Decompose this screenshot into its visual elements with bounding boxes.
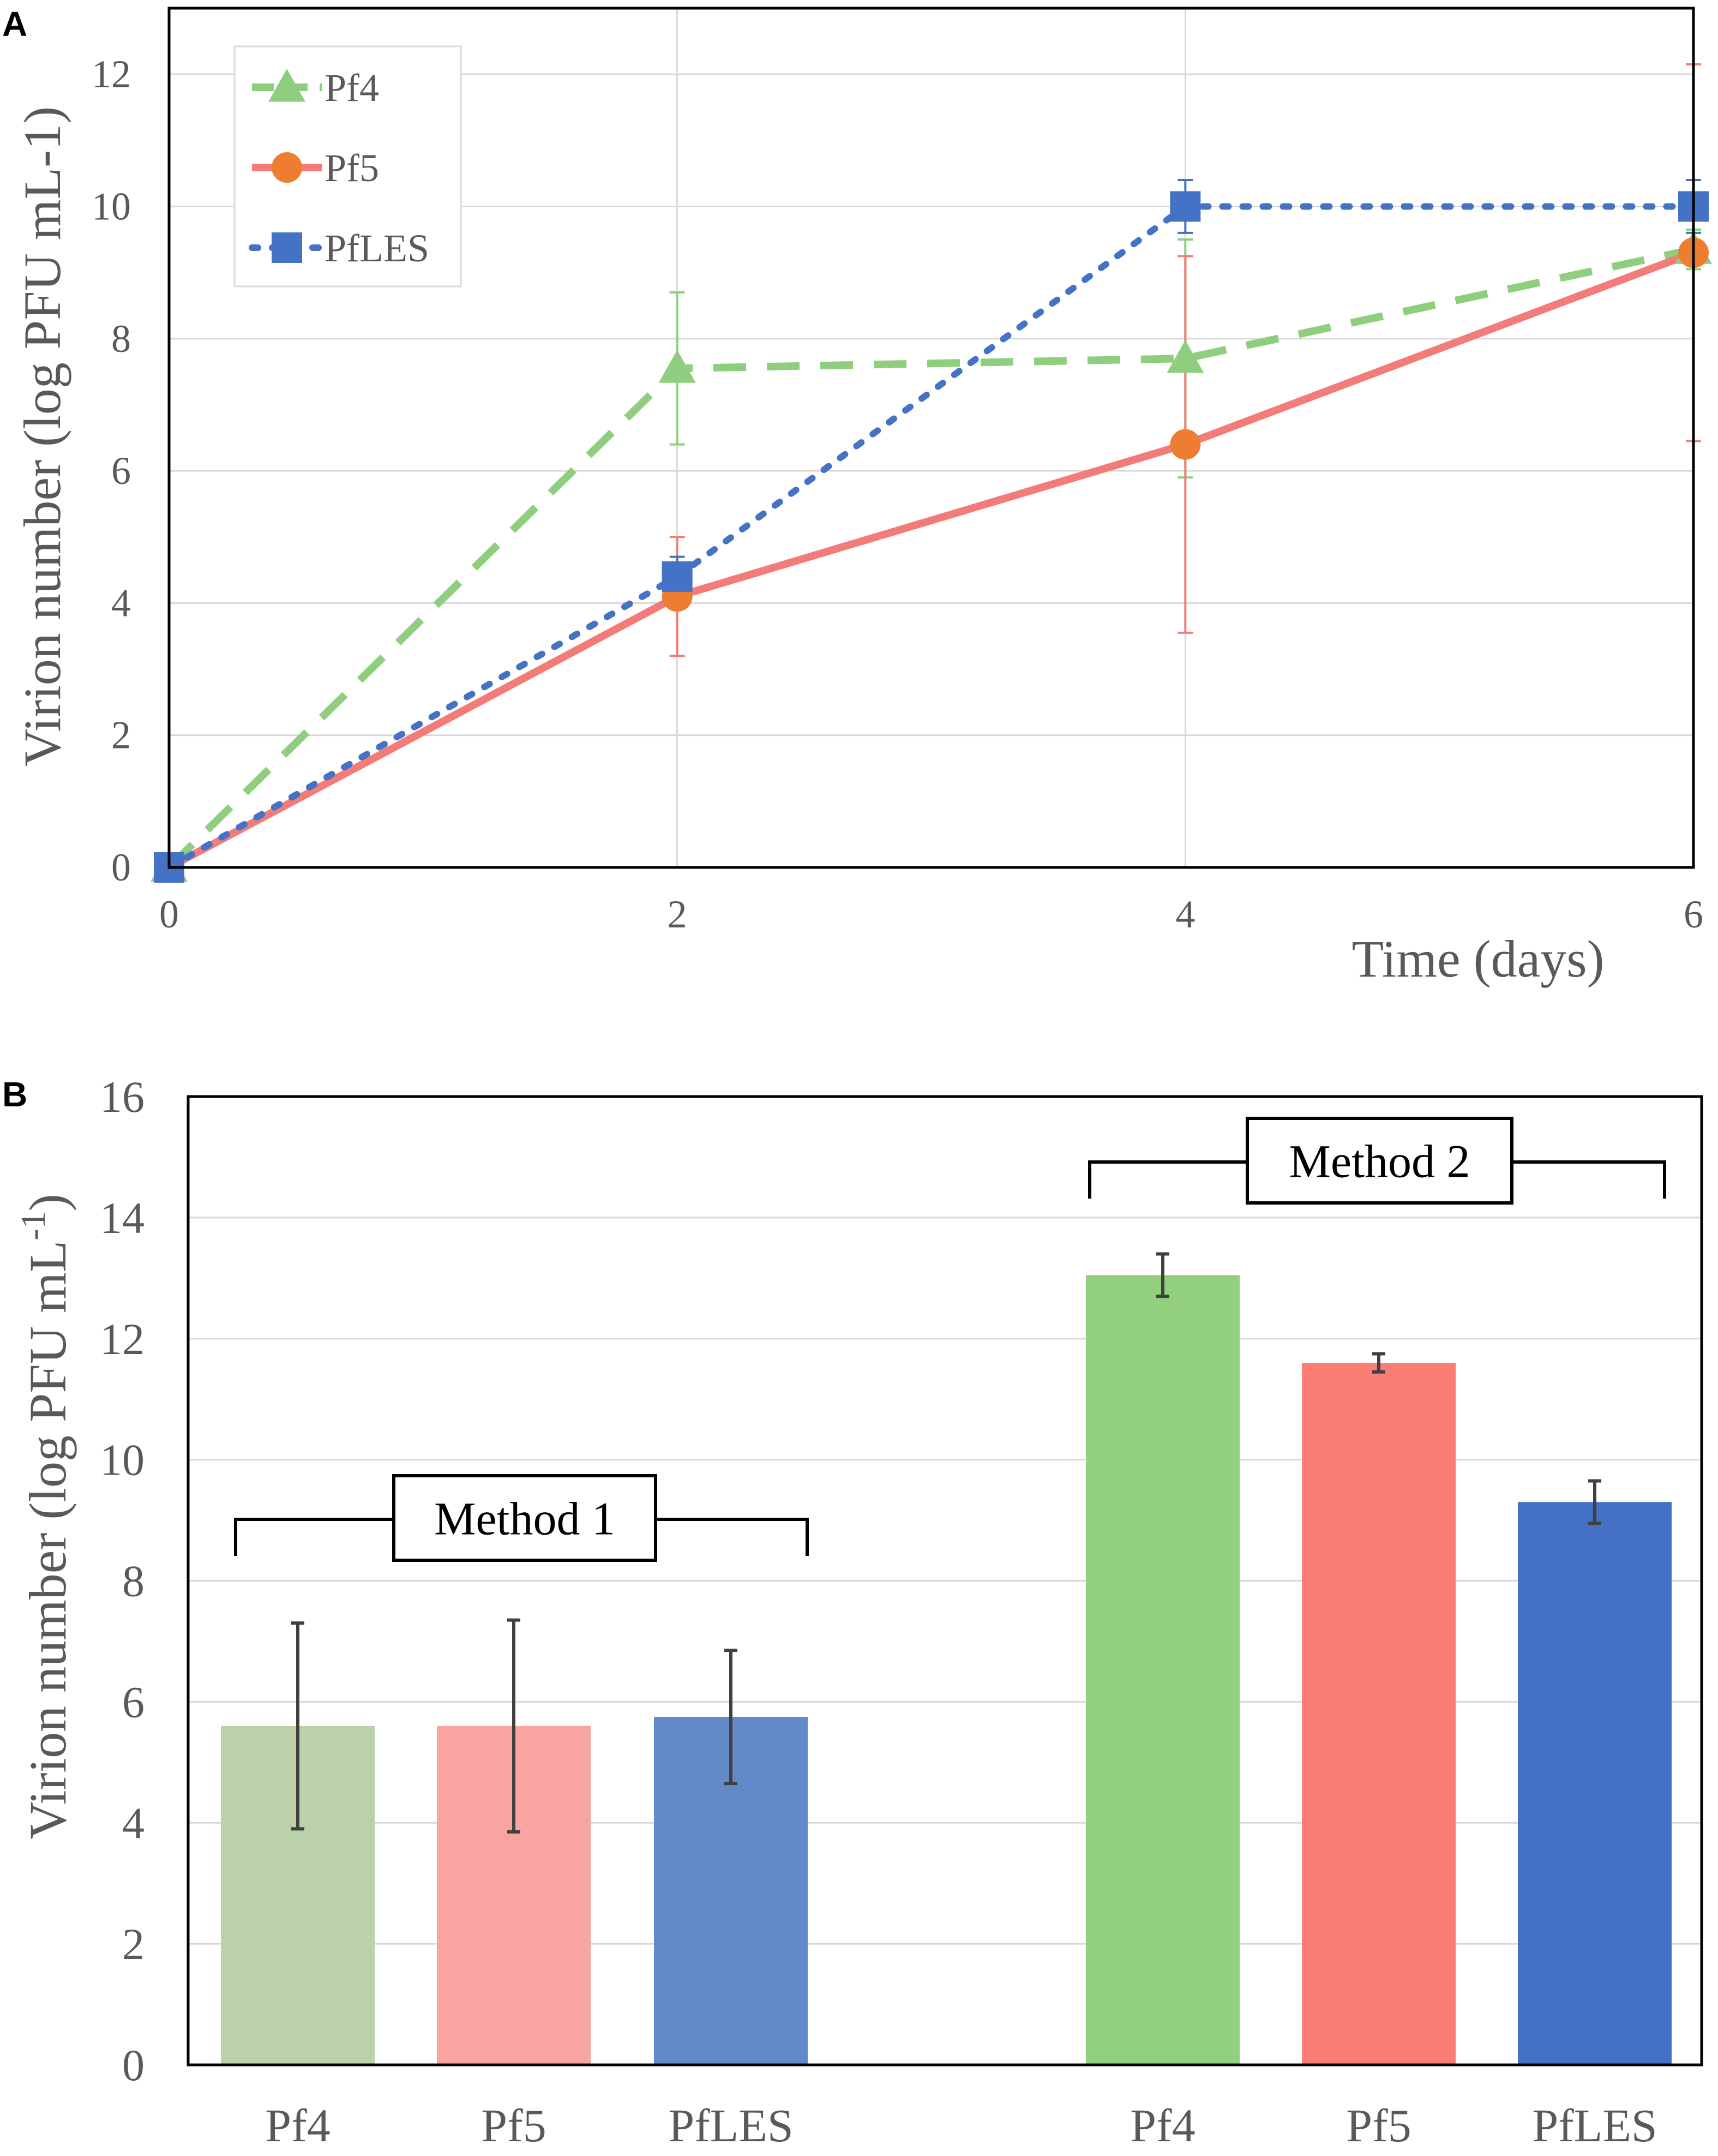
a-plot-frame: [167, 7, 1695, 869]
a-x-tick-label: 0: [159, 893, 179, 936]
b-y-tick-labels: 0 2 4 6 8 10 12 14 16: [100, 1072, 145, 2090]
a-y-tick-labels: 0 2 4 6 8 10 12: [92, 52, 131, 889]
a-y-tick-label: 2: [111, 714, 131, 757]
b-method-label: Method 1: [434, 1493, 615, 1545]
line-chart-panel-a: 0 2 4 6 8 10 12 0 2 4 6 Time (days) Virion number…: [13, 7, 1712, 988]
b-bracket-right: [656, 1518, 809, 1556]
a-x-tick-label: 4: [1175, 893, 1195, 936]
b-category-label: PfLES: [668, 2099, 793, 2152]
b-y-tick-label: 16: [100, 1072, 145, 1122]
a-x-tick-label: 6: [1684, 893, 1703, 936]
b-category-labels: Pf4 Pf5 PfLES Pf4 Pf5 PfLES: [265, 2099, 1657, 2152]
b-category-label: Pf5: [1346, 2099, 1411, 2152]
b-method-brackets: Method 1 Method 2: [234, 1117, 1666, 1562]
panel-a-label: A: [2, 4, 27, 44]
b-bar-2-pfles: [1518, 1502, 1672, 2065]
a-y-tick-label: 8: [111, 317, 131, 361]
b-bar-2-pf4: [1086, 1275, 1240, 2065]
b-y-axis-title-end: ): [19, 1194, 77, 1211]
b-y-tick-label: 10: [100, 1435, 145, 1485]
a-legend-label-pf4: Pf4: [325, 66, 379, 110]
b-y-tick-label: 8: [122, 1556, 145, 1606]
a-legend-label-pfles: PfLES: [325, 226, 429, 270]
a-point-pfles: [662, 561, 693, 592]
b-gridlines: [188, 1217, 1702, 1945]
a-x-tick-label: 2: [668, 893, 687, 936]
b-method-box: [1246, 1117, 1513, 1205]
a-y-axis-title: Virion number (log PFU mL-1): [13, 106, 71, 766]
a-y-tick-label: 10: [92, 184, 131, 228]
a-point-pfles: [1170, 191, 1201, 222]
a-series-line-pfles: [166, 203, 1697, 871]
b-error-bars: [291, 1252, 1601, 1834]
a-x-axis-title: Time (days): [1351, 930, 1604, 988]
a-series-lines: [166, 203, 1697, 871]
a-series-line-pf5: [167, 249, 1695, 871]
b-y-tick-label: 12: [100, 1314, 145, 1364]
b-bracket-left: [1088, 1160, 1247, 1199]
b-category-label: Pf4: [265, 2099, 330, 2152]
b-y-axis-title-sup: -1: [14, 1211, 52, 1240]
b-category-label: PfLES: [1532, 2099, 1657, 2152]
b-bracket-left: [234, 1518, 394, 1556]
panel-b-label: B: [2, 1075, 27, 1114]
b-y-tick-label: 2: [122, 1919, 145, 1969]
b-plot-frame: [187, 1095, 1703, 2067]
b-method-box: [392, 1474, 657, 1562]
b-category-label: Pf4: [1130, 2099, 1195, 2152]
a-y-tick-label: 6: [111, 449, 131, 493]
a-legend: Pf4 Pf5 PfLES: [233, 45, 462, 288]
a-point-pf4: [1167, 340, 1204, 373]
a-legend-label-pf5: Pf5: [325, 146, 379, 190]
a-y-tick-label: 0: [111, 846, 131, 889]
b-y-axis-title-main: Virion number (log PFU mL: [19, 1241, 77, 1840]
a-y-tick-label: 4: [111, 581, 131, 625]
b-y-tick-label: 14: [100, 1193, 145, 1243]
bar-chart-panel-b: 0 2 4 6 8 10 12 14 16 Pf4 Pf5 PfLES Pf4 Pf5 PfLES Met…: [14, 1072, 1703, 2152]
a-y-tick-label: 12: [92, 52, 131, 96]
b-category-label: Pf5: [481, 2099, 546, 2152]
b-bar-2-pf5: [1302, 1363, 1456, 2065]
a-series-line-pf4: [166, 245, 1695, 870]
b-y-tick-label: 4: [122, 1798, 145, 1848]
a-x-tick-labels: 0 2 4 6: [159, 893, 1703, 936]
b-y-tick-label: 6: [122, 1677, 145, 1727]
a-legend-marker-pf5: [272, 152, 302, 183]
b-bracket-right: [1512, 1160, 1666, 1199]
b-bars: [221, 1275, 1672, 2065]
a-legend-marker-pfles: [272, 232, 302, 263]
b-y-axis-title: Virion number (log PFU mL-1): [14, 1194, 77, 1839]
a-point-pf5: [1170, 429, 1201, 460]
a-legend-marker-pf4: [268, 69, 305, 102]
b-method-label: Method 2: [1289, 1135, 1470, 1188]
a-point-pf4: [658, 350, 696, 383]
b-y-tick-label: 0: [122, 2040, 145, 2090]
